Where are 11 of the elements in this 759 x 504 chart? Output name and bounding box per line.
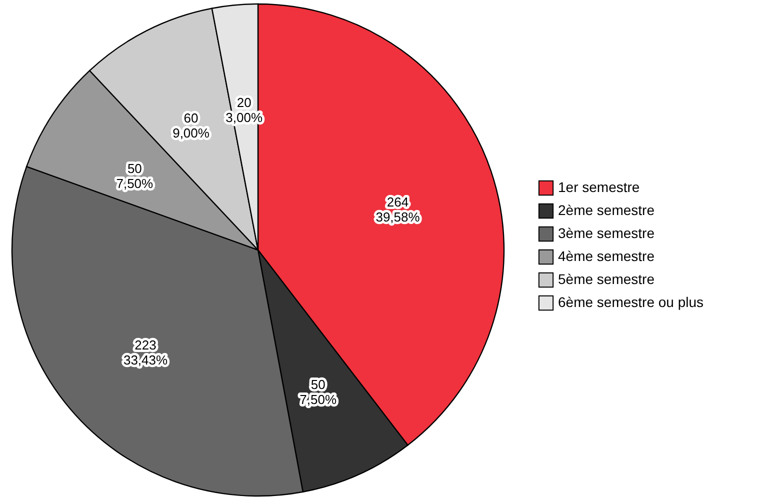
legend-label: 1er semestre [558, 179, 640, 195]
data-label: 50 7,50% [116, 160, 154, 191]
legend-label: 5ème semestre [558, 271, 655, 287]
data-label: 223 33,43% [123, 338, 168, 368]
legend-label: 3ème semestre [558, 225, 655, 241]
legend-label: 4ème semestre [558, 248, 655, 264]
legend-label: 2ème semestre [558, 202, 655, 218]
data-label: 264 39,58% [376, 194, 420, 225]
data-label: 60 9,00% [172, 110, 210, 140]
data-label: 50 7,50% [300, 376, 337, 407]
legend-label: 6ème semestre ou plus [558, 294, 704, 310]
